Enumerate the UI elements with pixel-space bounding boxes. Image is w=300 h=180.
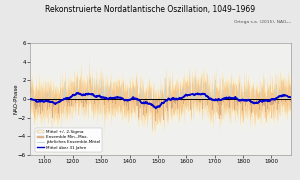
Y-axis label: NAO-Phase: NAO-Phase (14, 84, 19, 114)
Legend: Mittel +/- 2-Sigma, Ensemble Min.–Max., jährliches Ensemble-Mittel, Mittel über : Mittel +/- 2-Sigma, Ensemble Min.–Max., … (35, 128, 102, 152)
Text: Rekonstruierte Nordatlantische Oszillation, 1049–1969: Rekonstruierte Nordatlantische Oszillati… (45, 5, 255, 14)
Text: Ortega s.a. (2015), NAOₗₖₓ: Ortega s.a. (2015), NAOₗₖₓ (234, 20, 291, 24)
